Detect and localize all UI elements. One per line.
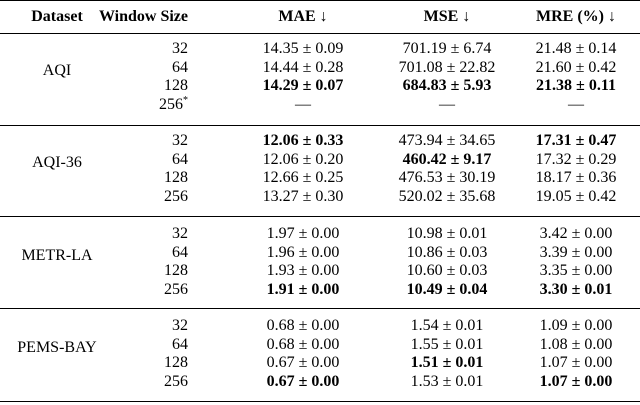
metric-cell: 1.54 ± 0.01 <box>410 317 484 334</box>
metric-cell: 21.60 ± 0.42 <box>535 58 617 76</box>
metric-cell: 17.31 ± 0.47 <box>535 132 617 149</box>
metric-cell: 684.83 ± 5.93 <box>402 77 492 95</box>
metric-cell: 18.17 ± 0.36 <box>535 169 617 187</box>
metric-cell: 21.48 ± 0.14 <box>535 40 617 57</box>
metric-cell: 10.60 ± 0.03 <box>406 262 488 280</box>
metric-cell: — <box>568 95 584 113</box>
rule <box>0 308 640 309</box>
window-size: 64 <box>172 58 188 76</box>
footnote-mark: * <box>183 94 188 106</box>
metric-cell: 473.94 ± 34.65 <box>398 132 496 149</box>
metric-cell: 1.09 ± 0.00 <box>539 317 613 334</box>
window-size: 64 <box>172 243 188 261</box>
metric-cell: 3.35 ± 0.00 <box>539 262 613 280</box>
metric-cell: — <box>439 95 455 113</box>
metric-cell: 1.93 ± 0.00 <box>266 262 340 280</box>
rule <box>0 0 640 1</box>
metric-cell: 1.07 ± 0.00 <box>539 354 613 372</box>
metric-cell: 10.49 ± 0.04 <box>406 280 488 298</box>
metric-cell: 0.68 ± 0.00 <box>266 317 340 334</box>
window-size: 64 <box>172 335 188 353</box>
metric-cell: 3.30 ± 0.01 <box>539 280 613 298</box>
metric-cell: 1.53 ± 0.01 <box>410 372 484 390</box>
dataset-name: PEMS-BAY <box>17 338 97 356</box>
metric-cell: 10.86 ± 0.03 <box>406 243 488 261</box>
rule <box>0 401 640 402</box>
metric-cell: 10.98 ± 0.01 <box>406 225 488 242</box>
metric-cell: 1.97 ± 0.00 <box>266 225 340 242</box>
metric-cell: 520.02 ± 35.68 <box>398 187 496 205</box>
window-size: 128 <box>164 262 188 280</box>
metric-cell: 21.38 ± 0.11 <box>536 77 616 95</box>
column-header: Window Size <box>98 8 188 25</box>
dataset-name: METR-LA <box>21 246 93 264</box>
rule <box>0 216 640 217</box>
metric-cell: 19.05 ± 0.42 <box>535 187 617 205</box>
metric-cell: 1.96 ± 0.00 <box>266 243 340 261</box>
metric-cell: 1.91 ± 0.00 <box>266 280 340 298</box>
rule <box>0 33 640 34</box>
window-size: 128 <box>164 77 188 95</box>
window-size: 256 <box>164 280 188 298</box>
metric-cell: — <box>295 95 311 113</box>
metric-cell: 0.67 ± 0.00 <box>266 354 340 372</box>
rule <box>0 125 640 126</box>
column-header: MAE ↓ <box>278 8 328 25</box>
metric-cell: 12.06 ± 0.33 <box>262 132 344 149</box>
window-size: 256* <box>159 94 188 113</box>
window-size: 32 <box>172 132 188 149</box>
dataset-name: AQI-36 <box>32 153 82 171</box>
metric-cell: 0.67 ± 0.00 <box>266 372 340 390</box>
metric-cell: 701.19 ± 6.74 <box>402 40 492 57</box>
dataset-name: AQI <box>42 61 72 79</box>
window-size: 256 <box>164 372 188 390</box>
metric-cell: 1.07 ± 0.00 <box>539 372 613 390</box>
metric-cell: 12.06 ± 0.20 <box>262 150 344 168</box>
window-size: 32 <box>172 40 188 57</box>
metric-cell: 13.27 ± 0.30 <box>262 187 344 205</box>
metric-cell: 3.42 ± 0.00 <box>539 225 613 242</box>
window-size: 128 <box>164 169 188 187</box>
metric-cell: 3.39 ± 0.00 <box>539 243 613 261</box>
window-size: 64 <box>172 150 188 168</box>
metric-cell: 14.35 ± 0.09 <box>262 40 344 57</box>
metric-cell: 14.44 ± 0.28 <box>262 58 344 76</box>
column-header: MSE ↓ <box>423 8 471 25</box>
metric-cell: 0.68 ± 0.00 <box>266 335 340 353</box>
metric-cell: 460.42 ± 9.17 <box>402 150 492 168</box>
metric-cell: 1.51 ± 0.01 <box>410 354 484 372</box>
window-size: 32 <box>172 225 188 242</box>
metric-cell: 1.08 ± 0.00 <box>539 335 613 353</box>
window-size: 128 <box>164 354 188 372</box>
window-size: 256 <box>164 187 188 205</box>
metric-cell: 701.08 ± 22.82 <box>398 58 496 76</box>
column-header: Dataset <box>31 8 83 25</box>
metric-cell: 14.29 ± 0.07 <box>262 77 344 95</box>
metric-cell: 12.66 ± 0.25 <box>262 169 344 187</box>
metric-cell: 476.53 ± 30.19 <box>398 169 496 187</box>
window-size: 32 <box>172 317 188 334</box>
column-header: MRE (%) ↓ <box>536 8 616 25</box>
metric-cell: 17.32 ± 0.29 <box>535 150 617 168</box>
metric-cell: 1.55 ± 0.01 <box>410 335 484 353</box>
